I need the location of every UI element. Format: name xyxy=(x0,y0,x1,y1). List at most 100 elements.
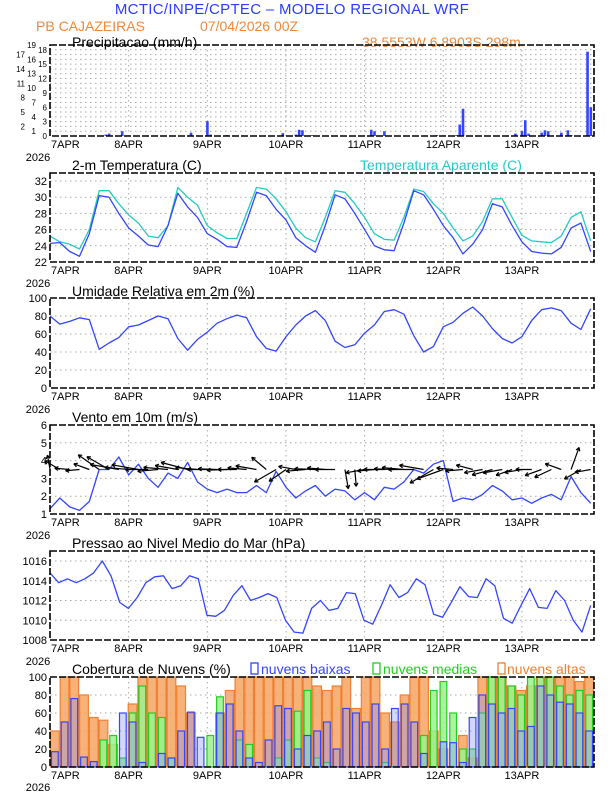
x-tick-label: 9APR xyxy=(193,517,222,529)
low-cloud-bar xyxy=(50,751,59,768)
wind-arrow-head xyxy=(353,482,357,487)
wind-arrow-shaft xyxy=(286,468,306,472)
wind-arrow-shaft xyxy=(482,468,503,474)
wind-panel: 1 2 3 4 5 6 7APR 8APR 9APR 10APR 11APR 12APR 13APR 20… xyxy=(26,420,595,542)
y-tick-label: 12 xyxy=(38,75,47,84)
x-year-label: 2026 xyxy=(26,782,50,792)
humidity-frame xyxy=(49,297,595,389)
wind-arrow-shaft xyxy=(409,468,434,484)
wind-arrow-head xyxy=(125,467,130,471)
low-cloud-bar xyxy=(439,741,448,768)
y-tick-label: 26 xyxy=(35,225,47,237)
y-tick-label: 15 xyxy=(38,60,47,69)
precip-bar xyxy=(540,132,543,136)
low-cloud-bar xyxy=(342,707,351,768)
y-tick-label: 20 xyxy=(35,365,47,377)
low-cloud-bar xyxy=(400,703,409,768)
wind-arrow-head xyxy=(416,475,421,480)
wind-arrow-shaft xyxy=(564,468,582,480)
wind-arrow xyxy=(253,468,277,483)
y-tick-label: 1014 xyxy=(23,576,47,588)
x-tick-label: 9APR xyxy=(193,265,222,277)
humidity-title: Umidade Relativa em 2m (%) xyxy=(72,283,255,299)
x-tick-label: 13APR xyxy=(504,770,539,782)
mid-clouds-legend: nuvens medias xyxy=(383,661,477,677)
precip-bar xyxy=(310,135,314,136)
x-tick-label: 10APR xyxy=(269,139,304,151)
wind-arrow-shaft xyxy=(235,465,257,471)
low-cloud-bar xyxy=(585,730,594,768)
wind-arrow xyxy=(563,468,582,480)
wind-arrow-shaft xyxy=(77,454,100,470)
clouds-panel: 0 20 40 60 80 100 7APR 8APR 9APR 10APR 11APR 12APR 1… xyxy=(26,672,595,792)
low-cloud-bar xyxy=(420,752,428,768)
wind-arrow-shaft xyxy=(399,464,424,471)
precip-bar xyxy=(120,131,124,136)
precip-bar xyxy=(523,120,527,136)
x-tick-label: 12APR xyxy=(426,770,461,782)
low-cloud-bar xyxy=(245,757,254,768)
precip-bar xyxy=(206,121,209,136)
temperature-line-0 xyxy=(49,190,592,257)
wind-arrow xyxy=(399,463,424,471)
wind-arrow xyxy=(353,469,359,487)
humidity-line-0 xyxy=(49,306,592,353)
wind-arrow-head xyxy=(206,467,211,471)
x-tick-label: 9APR xyxy=(193,643,222,655)
y-tick-label: 6 xyxy=(41,420,47,432)
wind-arrow xyxy=(436,465,454,471)
wind-arrow xyxy=(515,467,532,472)
precip-bar xyxy=(566,130,570,136)
y-tick-label: 11 xyxy=(17,79,26,88)
high-cloud-bar xyxy=(79,694,89,768)
y-tick-label: 40 xyxy=(35,726,47,738)
precip-bar xyxy=(589,107,593,136)
wind-arrow xyxy=(445,468,463,474)
mid-cloud-bar xyxy=(148,712,156,768)
low-cloud-bar xyxy=(303,734,312,768)
y-tick-label: 100 xyxy=(29,293,47,305)
wind-title: Vento em 10m (m/s) xyxy=(72,409,198,425)
y-tick-label: 14 xyxy=(16,65,25,74)
y-tick-label: 1 xyxy=(32,127,37,136)
low-cloud-bar xyxy=(293,748,302,768)
mid-cloud-bar xyxy=(99,739,108,768)
x-tick-label: 11APR xyxy=(348,517,382,529)
low-cloud-bar xyxy=(167,757,176,768)
wind-arrow xyxy=(111,462,139,471)
y-tick-label: 60 xyxy=(35,329,47,341)
wind-arrow-head xyxy=(217,467,222,471)
wind-arrow-head xyxy=(104,465,109,468)
x-tick-label: 8APR xyxy=(114,643,143,655)
wind-arrow-head xyxy=(574,469,579,473)
y-tick-label: 1012 xyxy=(23,596,47,608)
wind-arrow-shaft xyxy=(111,464,139,471)
wind-arrow-head xyxy=(357,468,362,472)
wind-arrow xyxy=(227,465,247,471)
precip-bar xyxy=(301,130,304,136)
x-tick-label: 8APR xyxy=(114,517,143,529)
wind-arrow xyxy=(154,463,178,471)
wind-arrow xyxy=(278,464,296,471)
wind-arrow-head xyxy=(363,467,368,471)
apparent-temperature-legend: Temperatura Aparente (C) xyxy=(360,157,522,173)
precip-bar xyxy=(107,133,111,136)
low-cloud-bar xyxy=(390,707,399,768)
low-cloud-bar xyxy=(449,742,458,768)
x-tick-label: 9APR xyxy=(193,139,222,151)
x-tick-label: 11APR xyxy=(348,139,382,151)
y-tick-label: 5 xyxy=(41,438,47,450)
x-tick-label: 11APR xyxy=(348,770,382,782)
y-tick-label: 40 xyxy=(35,347,47,359)
low-cloud-bar xyxy=(89,760,98,768)
wind-arrow-shaft xyxy=(416,468,444,480)
high-cloud-bar xyxy=(88,716,99,768)
low-cloud-bar xyxy=(332,748,341,768)
humidity-panel: 0 20 40 60 80 100 7APR 8APR 9APR 10APR 11APR 12APR 1… xyxy=(26,293,595,416)
temperature-line-1 xyxy=(49,186,592,250)
wind-arrow-head xyxy=(54,466,59,469)
x-tick-label: 12APR xyxy=(426,517,461,529)
y-tick-label: 2 xyxy=(21,122,26,131)
wind-arrow xyxy=(143,465,169,471)
wind-arrow xyxy=(482,468,503,475)
